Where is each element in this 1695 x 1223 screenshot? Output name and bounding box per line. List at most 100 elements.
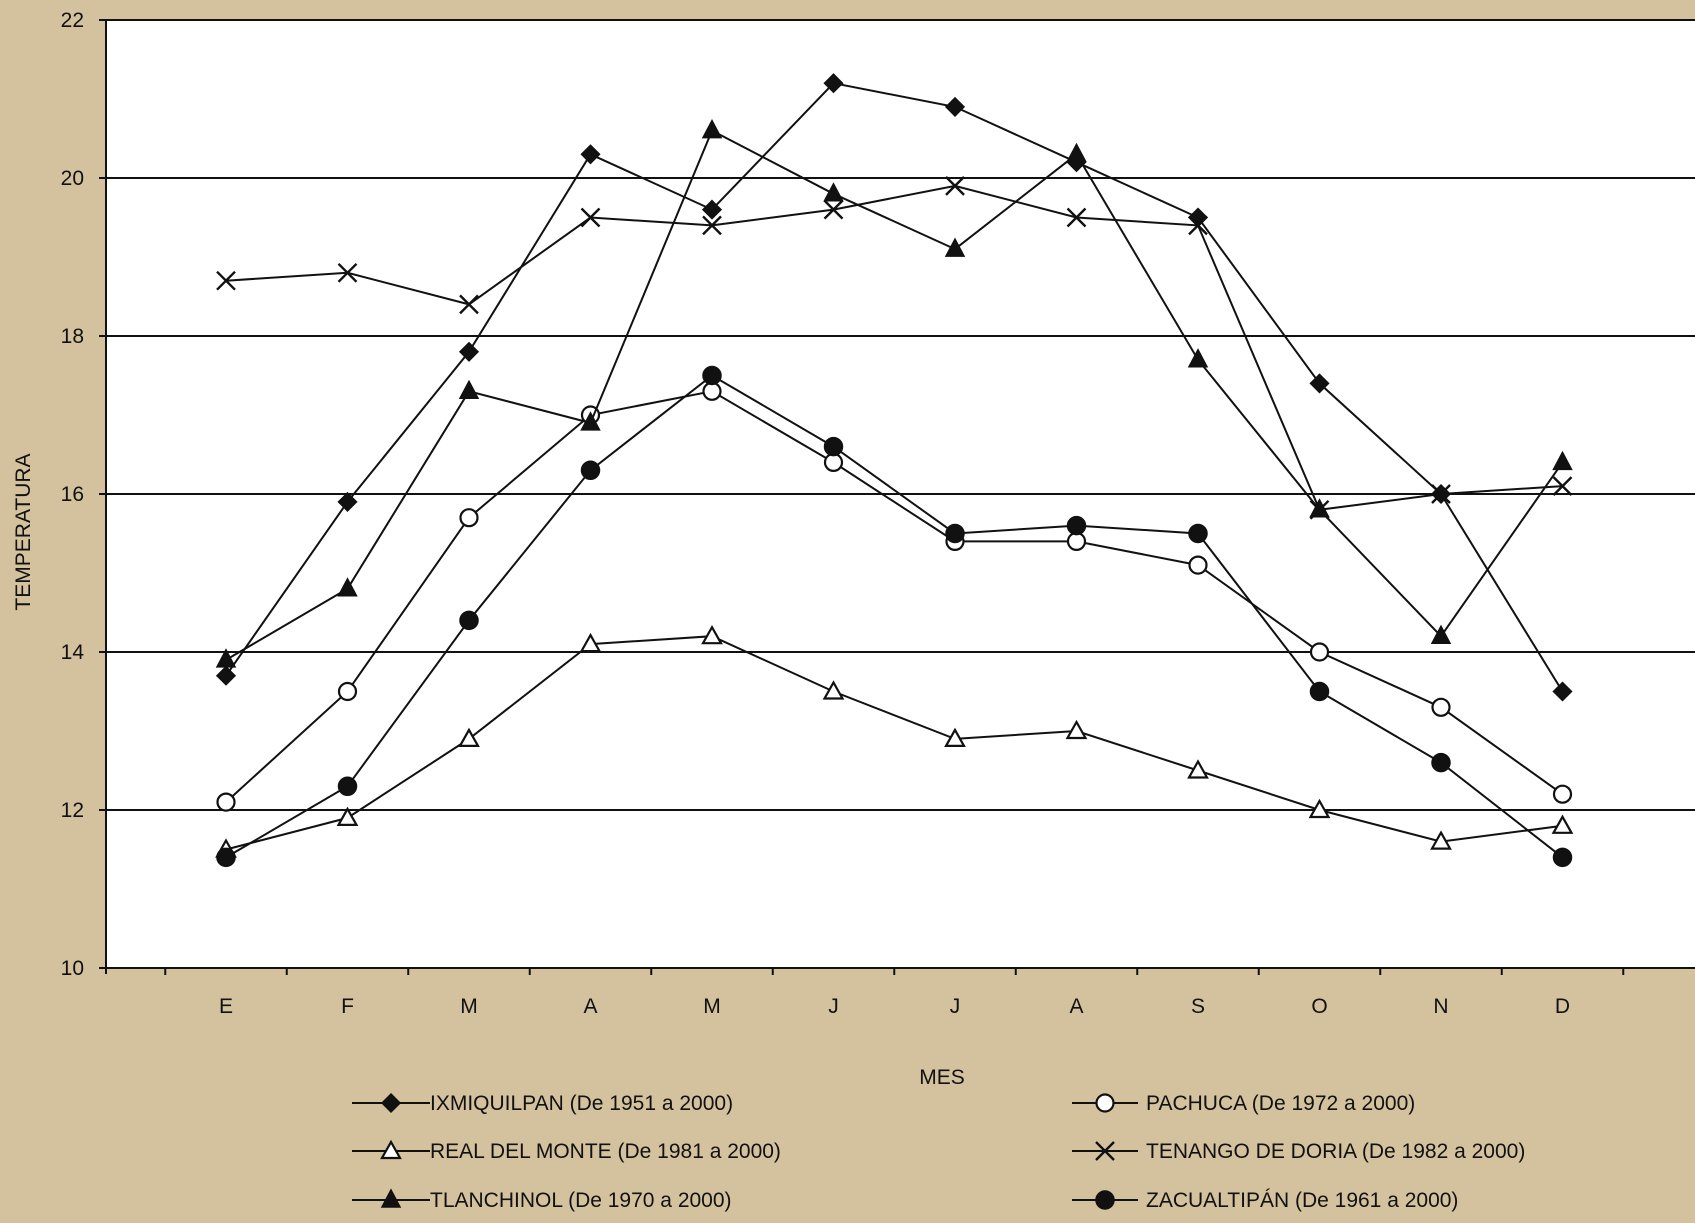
series-line: [225, 374, 1564, 859]
series-layer: [215, 73, 1574, 868]
data-point: [215, 665, 237, 686]
data-point: [1066, 142, 1087, 163]
data-point: [337, 491, 358, 512]
data-point: [1552, 681, 1573, 702]
data-point: [702, 365, 722, 386]
data-point: [701, 199, 723, 220]
data-point: [1552, 476, 1573, 496]
data-point: [945, 523, 965, 544]
data-point: [337, 262, 358, 283]
data-point: [1551, 814, 1574, 834]
legend-marker: [1095, 1093, 1115, 1113]
x-tick-label: S: [1191, 995, 1205, 1018]
data-point: [1066, 207, 1087, 228]
x-tick-label: E: [219, 995, 233, 1018]
data-point: [823, 199, 844, 220]
y-tick-label: 16: [61, 483, 84, 506]
y-tick-label: 12: [61, 799, 84, 822]
series-2: [215, 624, 1574, 858]
series-3: [216, 176, 1573, 520]
legend-entry: IXMIQUILPAN (De 1951 a 2000): [352, 1092, 733, 1115]
data-point: [458, 727, 480, 748]
data-point: [1308, 798, 1331, 819]
legend-entry: REAL DEL MONTE (De 1981 a 2000): [352, 1139, 781, 1163]
y-tick-label: 14: [61, 641, 85, 664]
x-tick-label: A: [583, 995, 597, 1018]
data-point: [1188, 555, 1208, 575]
x-tick-label: D: [1555, 995, 1570, 1018]
x-tick-label: J: [828, 995, 839, 1018]
data-point: [459, 508, 479, 528]
data-point: [580, 207, 601, 228]
data-point: [945, 176, 965, 196]
x-tick-label: O: [1311, 995, 1327, 1018]
data-point: [702, 381, 722, 401]
legend-marker: [380, 1092, 402, 1114]
data-point: [823, 182, 844, 202]
legend-label: IXMIQUILPAN (De 1951 a 2000): [430, 1092, 733, 1115]
data-point: [1065, 719, 1088, 740]
data-point: [1430, 830, 1452, 850]
x-tick-label: F: [341, 995, 354, 1018]
series-line: [225, 184, 1563, 511]
series-line: [225, 390, 1564, 803]
y-tick-label: 22: [61, 9, 84, 32]
data-point: [459, 294, 479, 315]
legend-marker: [1095, 1141, 1115, 1161]
series-4: [215, 118, 1573, 668]
data-point: [701, 118, 723, 139]
y-tick-label: 20: [61, 167, 84, 190]
data-point: [1431, 484, 1451, 504]
data-point: [1431, 697, 1451, 717]
legend-label: PACHUCA (De 1972 a 2000): [1146, 1092, 1415, 1115]
data-point: [337, 776, 358, 797]
series-0: [215, 73, 1573, 702]
legend-entry: TLANCHINOL (De 1970 a 2000): [352, 1188, 732, 1212]
data-point: [580, 460, 601, 481]
data-point: [1552, 847, 1573, 868]
data-point: [216, 792, 236, 812]
data-point: [1188, 215, 1208, 236]
data-point: [823, 73, 844, 94]
x-tick-label: M: [460, 995, 478, 1018]
legend-entry: TENANGO DE DORIA (De 1982 a 2000): [1072, 1140, 1525, 1163]
x-tick-label: J: [950, 995, 961, 1018]
x-axis-title: MES: [919, 1066, 965, 1089]
data-point: [337, 681, 358, 702]
data-point: [823, 452, 844, 472]
data-point: [1430, 624, 1452, 644]
data-point: [580, 144, 601, 165]
y-axis: 10 12 14 16 18 20 22: [61, 9, 1695, 980]
data-point: [458, 341, 480, 362]
legend-label: REAL DEL MONTE (De 1981 a 2000): [430, 1140, 781, 1163]
data-point: [1309, 642, 1330, 662]
data-point: [944, 237, 966, 257]
data-point: [216, 847, 236, 868]
data-point: [702, 215, 722, 236]
data-point: [944, 96, 966, 117]
series-line: [225, 82, 1564, 693]
data-point: [1552, 784, 1573, 804]
y-axis-title: TEMPERATURA: [12, 453, 35, 610]
y-tick-label: 10: [61, 957, 84, 980]
data-point: [216, 270, 236, 291]
data-point: [1066, 515, 1087, 536]
data-point: [215, 648, 237, 668]
data-point: [1187, 759, 1209, 779]
data-point: [458, 379, 480, 400]
data-point: [823, 436, 844, 457]
data-point: [1309, 373, 1330, 394]
data-point: [1187, 348, 1209, 368]
data-point: [944, 727, 966, 748]
legend-label: TENANGO DE DORIA (De 1982 a 2000): [1146, 1140, 1525, 1163]
x-tick-label: A: [1069, 995, 1083, 1018]
data-point: [822, 680, 845, 700]
data-point: [1188, 523, 1208, 544]
data-point: [580, 411, 601, 431]
series-line: [225, 635, 1563, 851]
data-point: [579, 632, 602, 653]
y-tick-label: 18: [61, 325, 84, 348]
x-tick-label: M: [703, 995, 721, 1018]
